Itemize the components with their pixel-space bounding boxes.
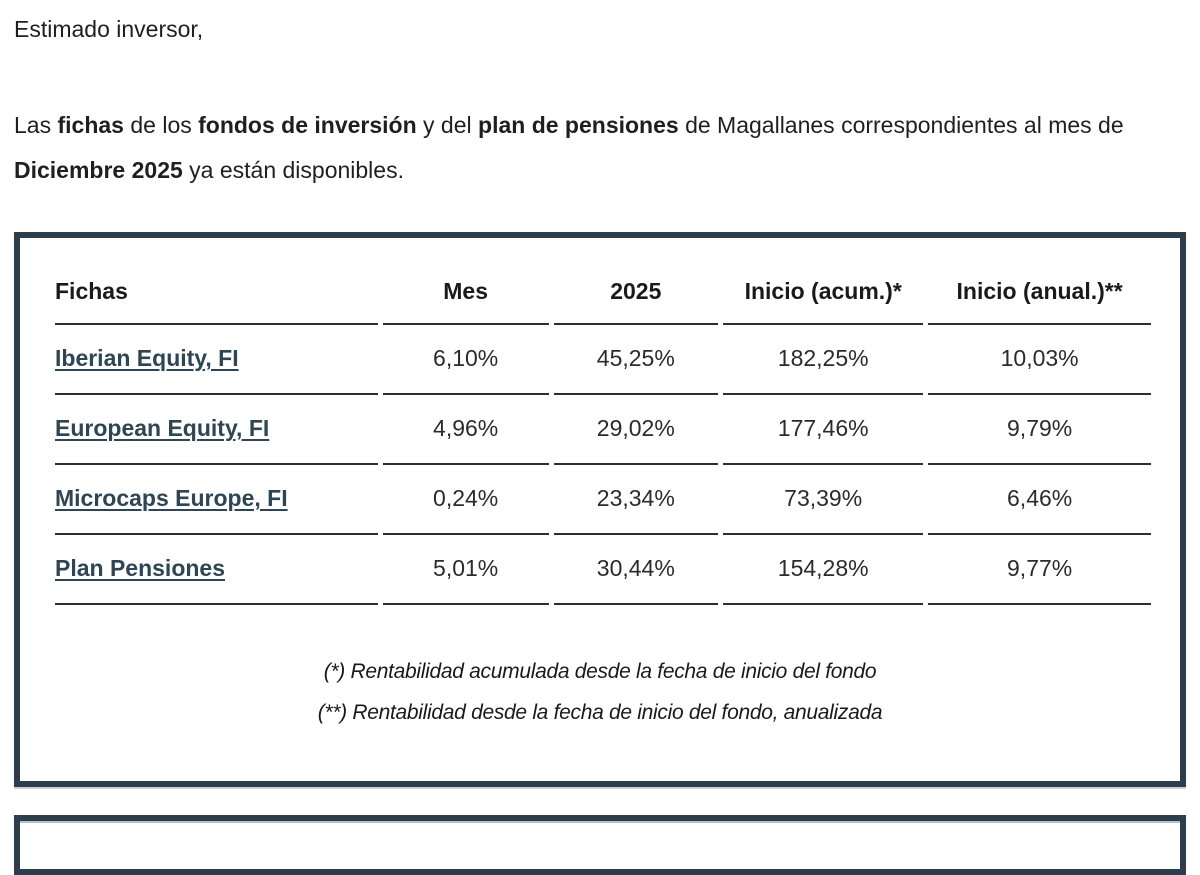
fund-link-plan-pensiones[interactable]: Plan Pensiones: [55, 555, 226, 581]
fund-link-microcaps-europe[interactable]: Microcaps Europe, FI: [55, 485, 288, 511]
fund-name-cell: European Equity, FI: [55, 395, 378, 465]
table-row: Iberian Equity, FI 6,10% 45,25% 182,25% …: [55, 325, 1151, 395]
intro-bold-plan: plan de pensiones: [478, 112, 679, 138]
email-body: Estimado inversor, Las fichas de los fon…: [0, 16, 1200, 875]
cell-mes: 6,10%: [382, 325, 549, 395]
cell-inicio-acum: 182,25%: [723, 325, 924, 395]
fund-link-iberian-equity[interactable]: Iberian Equity, FI: [55, 345, 239, 371]
footnote-rentabilidad-anualizada: (**) Rentabilidad desde la fecha de inic…: [317, 701, 883, 724]
second-content-box: [14, 815, 1186, 875]
performance-table-box: Fichas Mes 2025 Inicio (acum.)* Inicio (…: [14, 232, 1186, 787]
intro-text-segment: ya están disponibles.: [182, 157, 404, 183]
table-row: European Equity, FI 4,96% 29,02% 177,46%…: [55, 395, 1151, 465]
table-row: Plan Pensiones 5,01% 30,44% 154,28% 9,77…: [55, 535, 1151, 605]
cell-inicio-acum: 154,28%: [723, 535, 924, 605]
column-header-inicio-acum: Inicio (acum.)*: [723, 266, 924, 325]
table-row: Microcaps Europe, FI 0,24% 23,34% 73,39%…: [55, 465, 1151, 535]
cell-inicio-acum: 177,46%: [723, 395, 924, 465]
cell-mes: 4,96%: [382, 395, 549, 465]
cell-2025: 45,25%: [553, 325, 719, 395]
intro-text-segment: Las: [14, 112, 58, 138]
intro-bold-fondos: fondos de inversión: [198, 112, 417, 138]
cell-2025: 29,02%: [553, 395, 719, 465]
fund-name-cell: Iberian Equity, FI: [55, 325, 378, 395]
cell-inicio-acum: 73,39%: [723, 465, 924, 535]
intro-bold-mes: Diciembre 2025: [14, 157, 183, 183]
intro-text-segment: y del: [416, 112, 479, 138]
cell-inicio-anual: 9,77%: [928, 535, 1151, 605]
column-header-mes: Mes: [382, 266, 549, 325]
fund-link-european-equity[interactable]: European Equity, FI: [55, 415, 270, 441]
column-header-2025: 2025: [553, 266, 719, 325]
intro-text-segment: de los: [123, 112, 199, 138]
intro-bold-fichas: fichas: [57, 112, 124, 138]
table-header-row: Fichas Mes 2025 Inicio (acum.)* Inicio (…: [55, 266, 1151, 325]
cell-inicio-anual: 9,79%: [928, 395, 1151, 465]
performance-table: Fichas Mes 2025 Inicio (acum.)* Inicio (…: [50, 266, 1156, 605]
table-footnotes: (*) Rentabilidad acumulada desde la fech…: [20, 651, 1180, 733]
fund-name-cell: Microcaps Europe, FI: [55, 465, 378, 535]
greeting-text: Estimado inversor,: [14, 16, 204, 42]
cell-inicio-anual: 10,03%: [928, 325, 1151, 395]
column-header-fichas: Fichas: [55, 266, 378, 325]
footnote-rentabilidad-acumulada: (*) Rentabilidad acumulada desde la fech…: [323, 660, 877, 683]
cell-mes: 0,24%: [382, 465, 549, 535]
cell-mes: 5,01%: [382, 535, 549, 605]
intro-text-segment: de Magallanes correspondientes al mes de: [678, 112, 1124, 138]
cell-2025: 30,44%: [553, 535, 719, 605]
column-header-inicio-anual: Inicio (anual.)**: [928, 266, 1151, 325]
intro-paragraph: Las fichas de los fondos de inversión y …: [14, 103, 1186, 193]
fund-name-cell: Plan Pensiones: [55, 535, 378, 605]
cell-2025: 23,34%: [553, 465, 719, 535]
cell-inicio-anual: 6,46%: [928, 465, 1151, 535]
